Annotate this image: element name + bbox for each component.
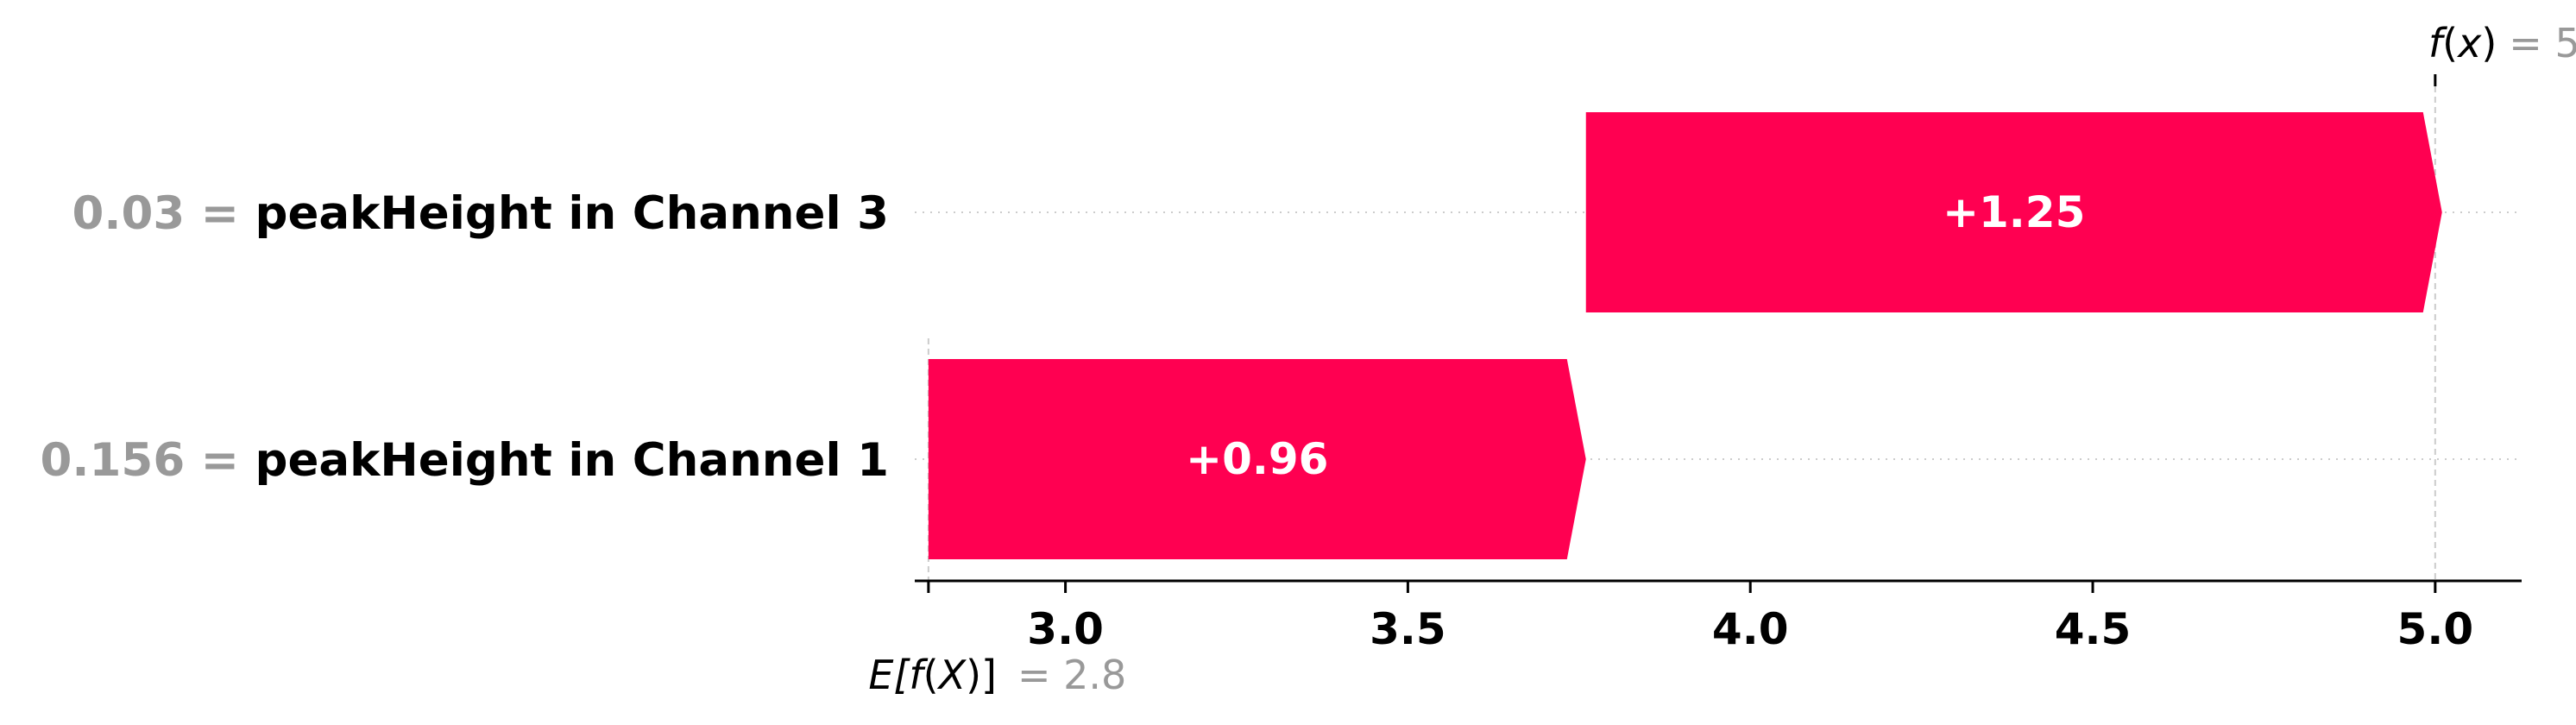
bar	[1585, 112, 2442, 312]
bottom-ann-open: E[	[868, 652, 910, 698]
feature-name: peakHeight in Channel 1	[255, 434, 889, 487]
x-tick-label: 5.0	[2397, 604, 2474, 654]
feature-value: 0.156 =	[41, 434, 255, 487]
feature-value: 0.03 =	[72, 187, 255, 240]
feature-name: peakHeight in Channel 3	[255, 187, 889, 240]
feature-label: 0.03 = peakHeight in Channel 3	[72, 187, 889, 240]
feature-label: 0.156 = peakHeight in Channel 1	[41, 434, 889, 487]
base-value-annotation: E[f(X)] = 2.8	[868, 652, 1126, 698]
bottom-ann-close: )]	[966, 652, 997, 698]
top-ann-close-paren: )	[2481, 20, 2497, 66]
bottom-ann-arg: X	[937, 652, 967, 698]
x-tick-label: 3.0	[1027, 604, 1104, 654]
top-ann-open-paren: (	[2442, 20, 2458, 66]
bars: +1.25 +0.96	[928, 112, 2442, 559]
bottom-ann-open-paren: (	[923, 652, 939, 698]
x-tick-label: 3.5	[1370, 604, 1446, 654]
x-axis: 3.0 3.5 4.0 4.5 5.0	[915, 74, 2522, 654]
top-ann-value: = 5	[2509, 20, 2576, 66]
feature-labels: 0.03 = peakHeight in Channel 3 0.156 = pe…	[41, 187, 889, 487]
x-tick-label: 4.5	[2055, 604, 2132, 654]
top-ann-arg: x	[2456, 20, 2482, 66]
bar-value-label: +0.96	[1186, 434, 1328, 484]
output-value-annotation: f(x) = 5	[2428, 20, 2576, 66]
bottom-ann-value: = 2.8	[1017, 652, 1126, 698]
bar	[928, 359, 1586, 559]
bar-value-label: +1.25	[1943, 187, 2085, 237]
x-tick-label: 4.0	[1712, 604, 1789, 654]
